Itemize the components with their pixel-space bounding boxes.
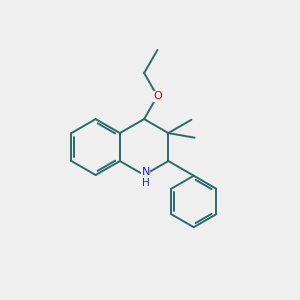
Text: H: H xyxy=(142,178,149,188)
Text: N: N xyxy=(141,167,150,177)
Text: O: O xyxy=(153,91,162,101)
